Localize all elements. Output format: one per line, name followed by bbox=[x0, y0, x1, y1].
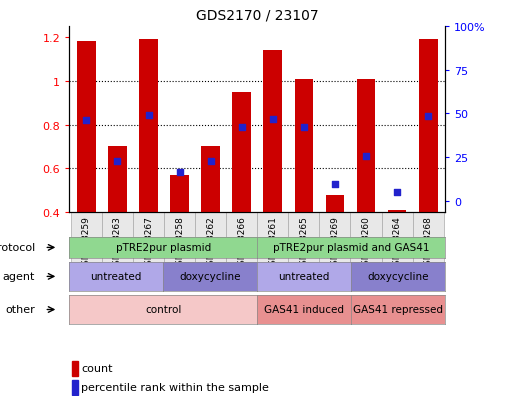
Title: GDS2170 / 23107: GDS2170 / 23107 bbox=[196, 9, 319, 23]
Bar bbox=[412, 213, 444, 278]
Point bbox=[331, 181, 339, 188]
Bar bbox=[357, 79, 376, 213]
Text: protocol: protocol bbox=[0, 243, 35, 253]
Text: doxycycline: doxycycline bbox=[180, 272, 241, 282]
Text: GAS41 induced: GAS41 induced bbox=[264, 305, 344, 315]
Text: pTRE2pur plasmid: pTRE2pur plasmid bbox=[115, 243, 211, 253]
Bar bbox=[72, 380, 78, 395]
Text: agent: agent bbox=[3, 272, 35, 282]
Point bbox=[362, 154, 370, 160]
Bar bbox=[102, 213, 133, 278]
Bar bbox=[257, 213, 288, 278]
Bar bbox=[139, 40, 158, 213]
Bar bbox=[133, 213, 164, 278]
Bar bbox=[326, 195, 344, 213]
Bar bbox=[77, 42, 95, 213]
Point bbox=[300, 124, 308, 131]
Bar bbox=[195, 213, 226, 278]
Point bbox=[82, 118, 90, 124]
Text: count: count bbox=[81, 363, 112, 374]
Bar bbox=[388, 211, 406, 213]
Bar bbox=[350, 213, 382, 278]
Text: control: control bbox=[145, 305, 182, 315]
Text: GAS41 repressed: GAS41 repressed bbox=[353, 305, 443, 315]
Bar bbox=[232, 93, 251, 213]
Bar bbox=[226, 213, 257, 278]
Bar bbox=[108, 147, 127, 213]
Bar bbox=[419, 40, 438, 213]
Bar bbox=[71, 213, 102, 278]
Point bbox=[393, 190, 401, 196]
Bar bbox=[170, 176, 189, 213]
Point bbox=[238, 124, 246, 131]
Text: pTRE2pur plasmid and GAS41: pTRE2pur plasmid and GAS41 bbox=[273, 243, 429, 253]
Point bbox=[144, 112, 152, 119]
Bar bbox=[201, 147, 220, 213]
Text: percentile rank within the sample: percentile rank within the sample bbox=[81, 382, 269, 392]
Point bbox=[207, 158, 215, 165]
Point bbox=[175, 169, 184, 176]
Bar bbox=[294, 79, 313, 213]
Bar bbox=[288, 213, 320, 278]
Text: untreated: untreated bbox=[91, 272, 142, 282]
Bar bbox=[264, 51, 282, 213]
Bar bbox=[320, 213, 350, 278]
Bar bbox=[382, 213, 412, 278]
Bar bbox=[72, 361, 78, 376]
Text: other: other bbox=[5, 305, 35, 315]
Text: doxycycline: doxycycline bbox=[367, 272, 429, 282]
Point bbox=[113, 158, 122, 165]
Text: untreated: untreated bbox=[279, 272, 330, 282]
Point bbox=[269, 116, 277, 123]
Point bbox=[424, 113, 432, 120]
Bar bbox=[164, 213, 195, 278]
